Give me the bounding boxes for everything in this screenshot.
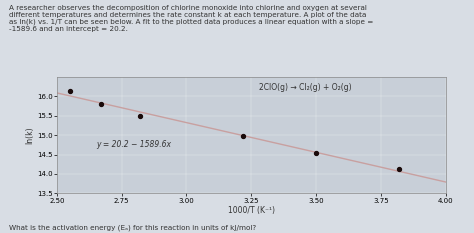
Point: [97, 103, 105, 106]
Text: y = 20.2 − 1589.6x: y = 20.2 − 1589.6x: [96, 140, 171, 149]
Point: [312, 151, 320, 155]
Point: [240, 134, 247, 138]
Text: A researcher observes the decomposition of chlorine monoxide into chlorine and o: A researcher observes the decomposition …: [9, 5, 374, 32]
Point: [136, 114, 144, 118]
Y-axis label: ln(k): ln(k): [25, 126, 34, 144]
Text: 2ClO(g) → Cl₂(g) + O₂(g): 2ClO(g) → Cl₂(g) + O₂(g): [259, 83, 352, 92]
Point: [395, 168, 403, 171]
Text: What is the activation energy (Eₐ) for this reaction in units of kJ/mol?: What is the activation energy (Eₐ) for t…: [9, 224, 257, 231]
X-axis label: 1000/T (K⁻¹): 1000/T (K⁻¹): [228, 206, 275, 215]
Point: [66, 89, 73, 93]
